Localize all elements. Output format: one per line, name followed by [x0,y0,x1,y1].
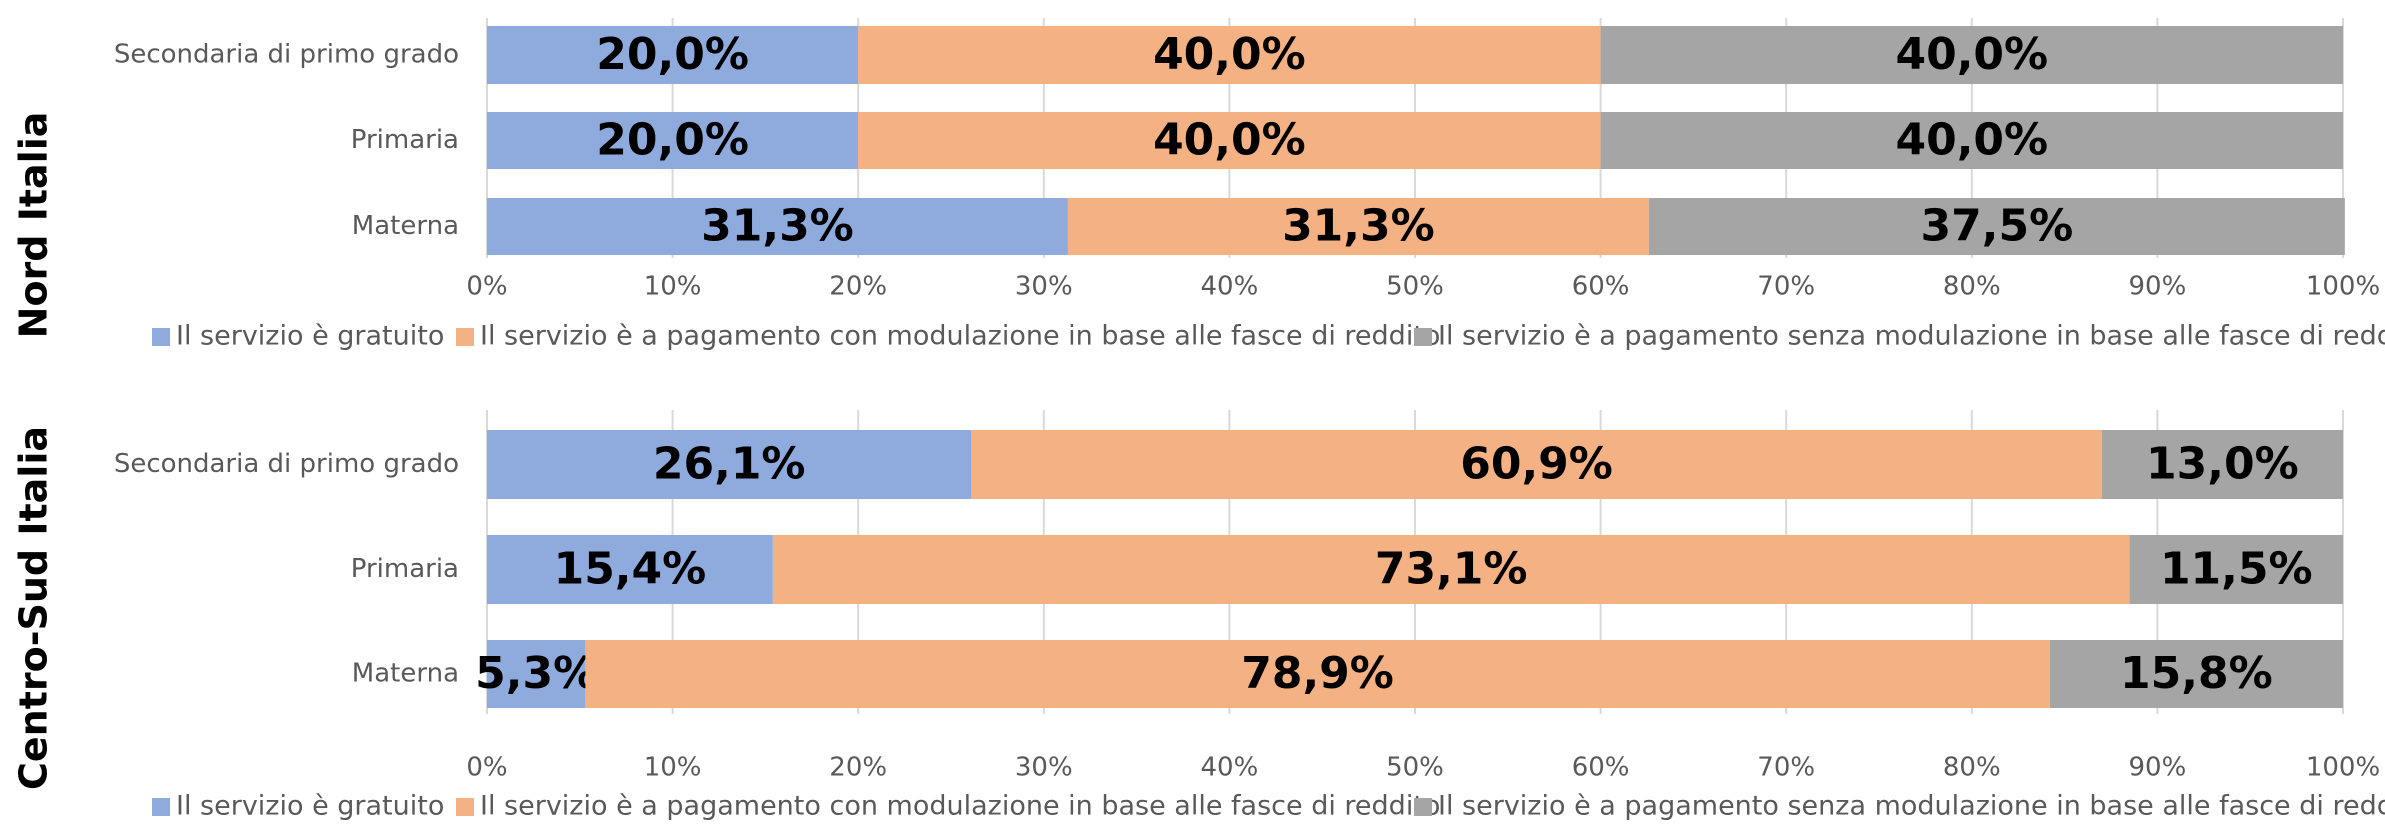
x-tick-label: 90% [2129,753,2187,783]
bar-segment [1067,198,1649,255]
bar-segment [2129,535,2343,604]
data-label: 20,0% [596,29,749,80]
data-label: 15,8% [2120,648,2273,699]
chart-title: Centro-Sud Italia [12,426,56,790]
x-tick-label: 20% [829,272,887,302]
data-label: 78,9% [1241,648,1394,699]
x-tick-label: 0% [466,272,507,302]
x-tick-label: 70% [1757,753,1815,783]
legend-label: Il servizio è a pagamento senza modulazi… [1438,321,2385,352]
bar-segment [858,26,1601,84]
x-tick-label: 60% [1572,272,1630,302]
data-label: 73,1% [1375,544,1528,595]
y-tick-label: Primaria [351,554,459,584]
legend-marker [152,798,170,816]
x-tick-label: 0% [466,753,507,783]
y-tick-label: Primaria [351,125,459,155]
bar-segment [487,535,773,604]
legend-label: Il servizio è a pagamento con modulazion… [480,321,1440,352]
x-tick-label: 30% [1015,272,1073,302]
x-tick-label: 20% [829,753,887,783]
bar-segment [487,26,859,84]
chart-title: Nord Italia [12,112,56,339]
bar-segment [2101,430,2343,499]
bar-segment [487,198,1068,255]
bar-segment [487,430,972,499]
data-label: 40,0% [1895,115,2048,166]
x-tick-label: 30% [1015,753,1073,783]
bar-segment [1600,26,2343,84]
bar-segment [772,535,2130,604]
legend-marker [456,328,474,346]
bar-segment [585,640,2050,708]
y-tick-label: Secondaria di primo grado [114,449,459,479]
legend-label: Il servizio è a pagamento con modulazion… [480,791,1440,822]
x-tick-label: 80% [1943,753,2001,783]
x-tick-label: 100% [2306,272,2380,302]
bar-segment [1648,198,2345,255]
y-tick-label: Secondaria di primo grado [114,40,459,70]
data-label: 26,1% [653,439,806,490]
legend-label: Il servizio è gratuito [176,791,444,822]
data-label: 60,9% [1460,439,1613,490]
legend-marker [152,328,170,346]
data-label: 40,0% [1895,29,2048,80]
x-tick-label: 80% [1943,272,2001,302]
data-label: 11,5% [2160,544,2313,595]
bar-segment [2049,640,2343,708]
y-tick-label: Materna [352,659,459,689]
x-tick-label: 60% [1572,753,1630,783]
data-label: 40,0% [1153,115,1306,166]
data-label: 20,0% [596,115,749,166]
bar-segment [487,112,859,169]
y-tick-label: Materna [352,211,459,241]
data-label: 40,0% [1153,29,1306,80]
x-tick-label: 70% [1757,272,1815,302]
data-label: 15,4% [554,544,707,595]
x-tick-label: 40% [1201,272,1259,302]
bar-segment [971,430,2102,499]
x-tick-label: 100% [2306,753,2380,783]
bar-segment [1600,112,2343,169]
data-label: 13,0% [2146,439,2299,490]
data-label: 31,3% [1282,201,1435,252]
data-label: 5,3% [475,648,597,699]
x-tick-label: 40% [1201,753,1259,783]
data-label: 31,3% [701,201,854,252]
legend-label: Il servizio è a pagamento senza modulazi… [1438,791,2385,822]
x-tick-label: 90% [2129,272,2187,302]
legend-marker [1414,328,1432,346]
bar-segment [487,640,586,708]
legend-marker [456,798,474,816]
data-label: 37,5% [1921,201,2074,252]
legend-marker [1414,798,1432,816]
x-tick-label: 50% [1386,272,1444,302]
bar-segment [858,112,1601,169]
x-tick-label: 50% [1386,753,1444,783]
x-tick-label: 10% [644,272,702,302]
x-tick-label: 10% [644,753,702,783]
legend-label: Il servizio è gratuito [176,321,444,352]
